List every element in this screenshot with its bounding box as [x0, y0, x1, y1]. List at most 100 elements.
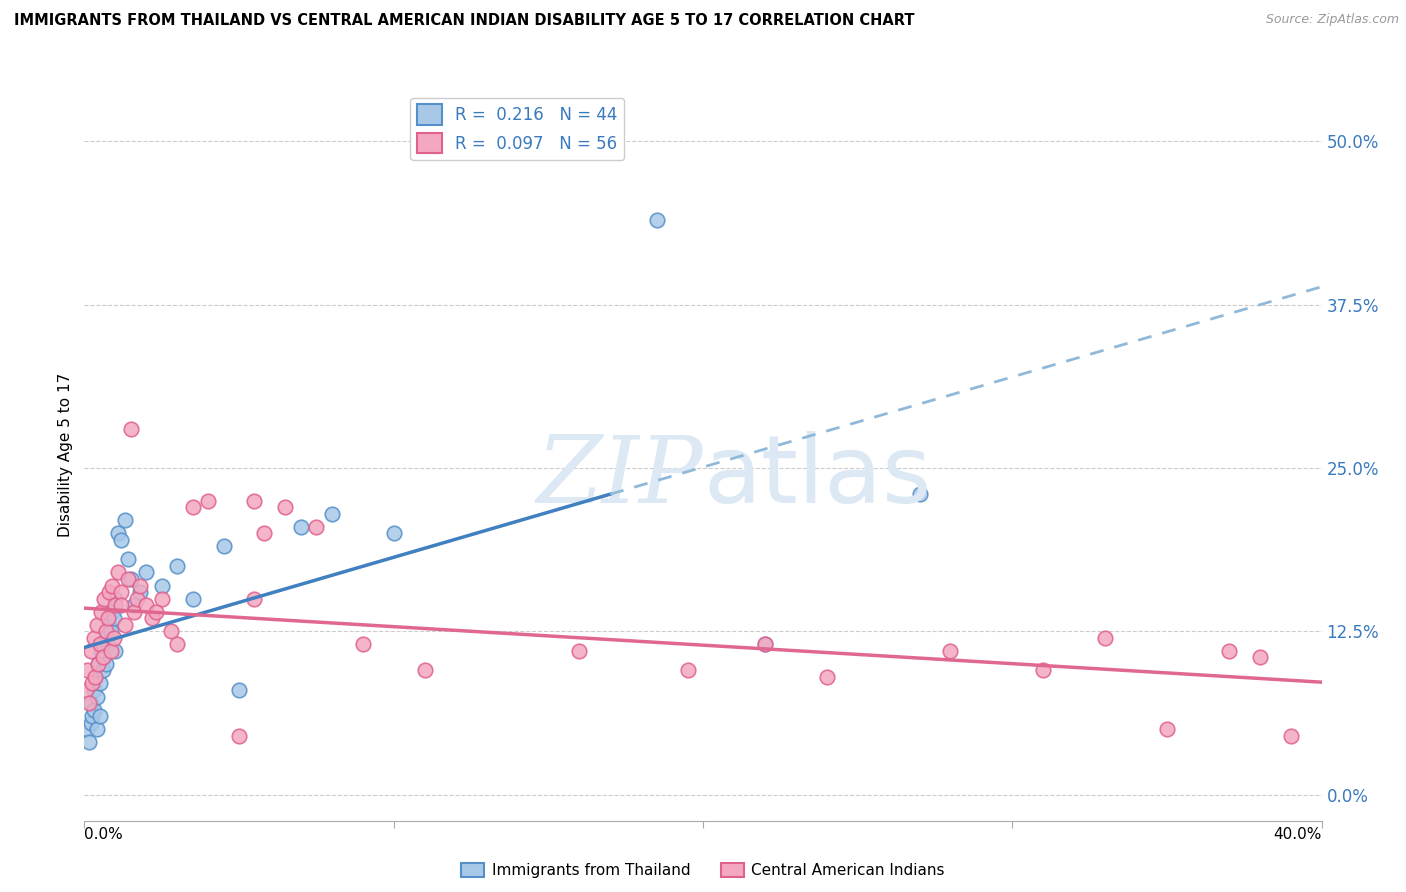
Point: [90, 605, 112, 619]
Point: [114, 513, 136, 527]
Point: [228, 729, 250, 743]
Point: [135, 566, 157, 580]
Point: [122, 605, 145, 619]
Point: [122, 598, 145, 612]
Point: [939, 644, 962, 658]
Point: [382, 526, 405, 541]
Point: [110, 533, 132, 547]
Point: [76, 723, 98, 737]
Point: [82, 709, 104, 723]
Point: [87, 657, 110, 671]
Point: [89, 709, 111, 723]
Point: [129, 578, 152, 592]
Point: [93, 650, 115, 665]
Point: [83, 631, 105, 645]
Point: [101, 578, 124, 592]
Point: [110, 598, 132, 612]
Point: [94, 624, 117, 639]
Point: [101, 605, 124, 619]
Point: [100, 644, 122, 658]
Point: [114, 617, 136, 632]
Point: [228, 683, 250, 698]
Point: [94, 631, 117, 645]
Point: [181, 500, 204, 515]
Point: [77, 735, 100, 749]
Point: [104, 644, 127, 658]
Point: [86, 690, 108, 704]
Point: [79, 696, 101, 710]
Point: [1156, 723, 1178, 737]
Point: [100, 624, 122, 639]
Point: [107, 566, 129, 580]
Point: [290, 520, 312, 534]
Point: [117, 552, 139, 566]
Point: [754, 637, 776, 651]
Point: [98, 585, 121, 599]
Text: atlas: atlas: [703, 431, 931, 523]
Point: [243, 493, 266, 508]
Point: [79, 644, 101, 658]
Point: [129, 585, 152, 599]
Point: [150, 578, 173, 592]
Point: [145, 605, 167, 619]
Point: [568, 644, 591, 658]
Text: IMMIGRANTS FROM THAILAND VS CENTRAL AMERICAN INDIAN DISABILITY AGE 5 TO 17 CORRE: IMMIGRANTS FROM THAILAND VS CENTRAL AMER…: [14, 13, 914, 29]
Point: [90, 644, 112, 658]
Point: [75, 683, 97, 698]
Point: [84, 670, 107, 684]
Point: [83, 683, 105, 698]
Point: [305, 520, 328, 534]
Legend: Immigrants from Thailand, Central American Indians: Immigrants from Thailand, Central Americ…: [456, 857, 950, 884]
Point: [141, 611, 163, 625]
Point: [321, 507, 343, 521]
Point: [110, 585, 132, 599]
Point: [89, 637, 111, 651]
Point: [87, 657, 110, 671]
Point: [103, 631, 125, 645]
Point: [77, 696, 100, 710]
Point: [1218, 644, 1240, 658]
Text: 40.0%: 40.0%: [1274, 827, 1322, 842]
Point: [815, 670, 838, 684]
Text: 0.0%: 0.0%: [84, 827, 124, 842]
Point: [104, 598, 127, 612]
Point: [253, 526, 276, 541]
Text: Source: ZipAtlas.com: Source: ZipAtlas.com: [1265, 13, 1399, 27]
Text: ZIP: ZIP: [536, 432, 703, 522]
Point: [160, 624, 183, 639]
Point: [1249, 650, 1271, 665]
Point: [82, 676, 104, 690]
Point: [79, 715, 101, 730]
Point: [96, 611, 118, 625]
Point: [91, 650, 114, 665]
Point: [908, 487, 931, 501]
Point: [86, 723, 108, 737]
Point: [181, 591, 204, 606]
Point: [1032, 664, 1054, 678]
Point: [94, 657, 117, 671]
Legend: R =  0.216   N = 44, R =  0.097   N = 56: R = 0.216 N = 44, R = 0.097 N = 56: [411, 97, 624, 160]
Point: [243, 591, 266, 606]
Point: [98, 617, 121, 632]
Point: [86, 617, 108, 632]
Point: [117, 572, 139, 586]
Point: [91, 664, 114, 678]
Point: [103, 611, 125, 625]
Point: [120, 572, 142, 586]
Point: [150, 591, 173, 606]
Point: [676, 664, 699, 678]
Point: [352, 637, 374, 651]
Point: [645, 212, 668, 227]
Point: [125, 591, 148, 606]
Point: [89, 676, 111, 690]
Point: [120, 422, 142, 436]
Point: [166, 558, 188, 573]
Point: [754, 637, 776, 651]
Point: [104, 591, 127, 606]
Point: [1279, 729, 1302, 743]
Point: [83, 703, 105, 717]
Point: [76, 664, 98, 678]
Point: [1094, 631, 1116, 645]
Point: [413, 664, 436, 678]
Point: [96, 637, 118, 651]
